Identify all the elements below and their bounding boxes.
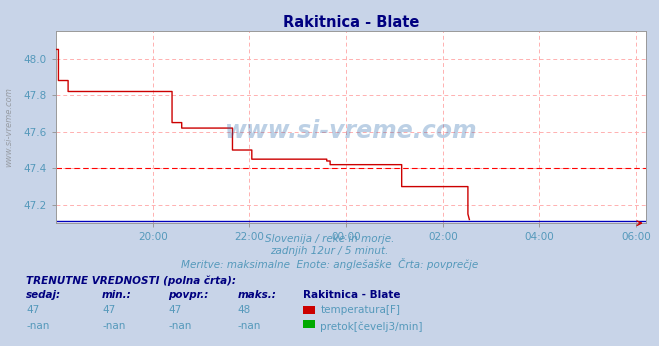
- Text: Slovenija / reke in morje.: Slovenija / reke in morje.: [265, 234, 394, 244]
- Text: maks.:: maks.:: [237, 290, 276, 300]
- Text: sedaj:: sedaj:: [26, 290, 61, 300]
- Text: TRENUTNE VREDNOSTI (polna črta):: TRENUTNE VREDNOSTI (polna črta):: [26, 275, 237, 285]
- Text: Rakitnica - Blate: Rakitnica - Blate: [303, 290, 401, 300]
- Text: www.si-vreme.com: www.si-vreme.com: [225, 119, 477, 143]
- Title: Rakitnica - Blate: Rakitnica - Blate: [283, 15, 419, 30]
- Text: 48: 48: [237, 305, 250, 315]
- Text: -nan: -nan: [237, 321, 260, 331]
- Text: Meritve: maksimalne  Enote: anglešaške  Črta: povprečje: Meritve: maksimalne Enote: anglešaške Čr…: [181, 258, 478, 270]
- Text: -nan: -nan: [26, 321, 49, 331]
- Text: 47: 47: [168, 305, 181, 315]
- Text: temperatura[F]: temperatura[F]: [320, 305, 400, 315]
- Text: www.si-vreme.com: www.si-vreme.com: [4, 87, 13, 167]
- Text: -nan: -nan: [102, 321, 125, 331]
- Text: 47: 47: [26, 305, 40, 315]
- Text: min.:: min.:: [102, 290, 132, 300]
- Text: -nan: -nan: [168, 321, 191, 331]
- Text: zadnjih 12ur / 5 minut.: zadnjih 12ur / 5 minut.: [270, 246, 389, 256]
- Text: 47: 47: [102, 305, 115, 315]
- Text: povpr.:: povpr.:: [168, 290, 208, 300]
- Text: pretok[čevelj3/min]: pretok[čevelj3/min]: [320, 321, 423, 331]
